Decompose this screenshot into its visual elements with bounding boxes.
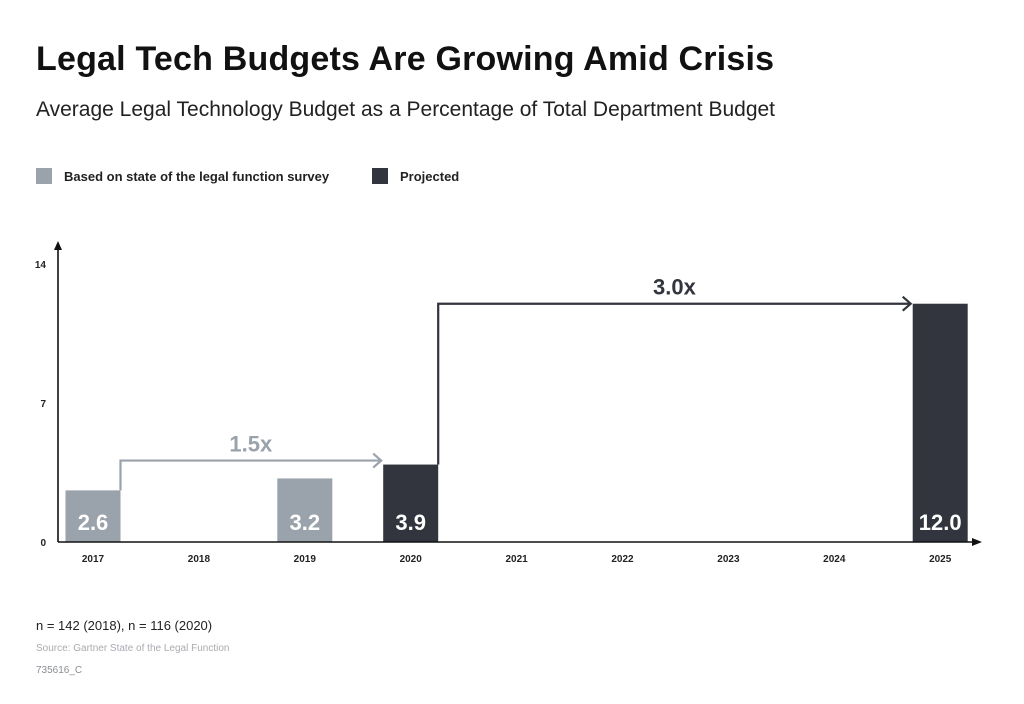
bar-2025 — [912, 303, 968, 542]
x-tick-label-2019: 2019 — [294, 554, 317, 565]
y-tick-label-14: 14 — [35, 260, 47, 271]
x-tick-label-2025: 2025 — [929, 554, 952, 565]
growth-arrowhead-1 — [901, 295, 913, 312]
x-tick-label-2018: 2018 — [188, 554, 211, 565]
data-label-2020: 3.9 — [395, 510, 426, 535]
bar-2017 — [65, 490, 121, 542]
chart-subtitle: Average Legal Technology Budget as a Per… — [36, 98, 776, 121]
x-tick-label-2023: 2023 — [717, 554, 740, 565]
legend-label-survey: Based on state of the legal function sur… — [64, 168, 330, 184]
source-note: Source: Gartner State of the Legal Funct… — [36, 643, 230, 654]
x-tick-label-2024: 2024 — [823, 554, 846, 565]
data-label-2025: 12.0 — [919, 510, 962, 535]
chart-title: Legal Tech Budgets Are Growing Amid Cris… — [36, 40, 775, 78]
growth-arrowhead-0 — [372, 452, 383, 469]
bar-2020 — [383, 464, 439, 542]
figure-id: 735616_C — [36, 665, 83, 676]
growth-label-1: 3.0x — [653, 275, 697, 300]
growth-arrow-0 — [119, 459, 382, 491]
legend-label-projected: Projected — [400, 168, 460, 184]
x-tick-label-2017: 2017 — [82, 554, 105, 565]
y-tick-label-7: 7 — [40, 399, 46, 410]
y-axis-arrowhead — [54, 241, 62, 250]
data-label-2017: 2.6 — [78, 510, 109, 535]
legend-swatch-projected — [372, 168, 388, 184]
bar-2019 — [277, 478, 333, 542]
legend-swatch-survey — [36, 168, 52, 184]
legend-item-survey: Based on state of the legal function sur… — [36, 168, 329, 184]
legend-item-projected: Projected — [372, 168, 459, 184]
data-label-2019: 3.2 — [290, 510, 321, 535]
footnote: n = 142 (2018), n = 116 (2020) — [36, 618, 213, 633]
y-tick-label-0: 0 — [40, 538, 46, 549]
growth-arrow-1 — [437, 302, 911, 465]
x-axis-arrowhead — [972, 538, 982, 546]
x-tick-label-2021: 2021 — [505, 554, 528, 565]
growth-label-0: 1.5x — [229, 432, 273, 457]
x-tick-label-2020: 2020 — [400, 554, 423, 565]
x-tick-label-2022: 2022 — [611, 554, 634, 565]
